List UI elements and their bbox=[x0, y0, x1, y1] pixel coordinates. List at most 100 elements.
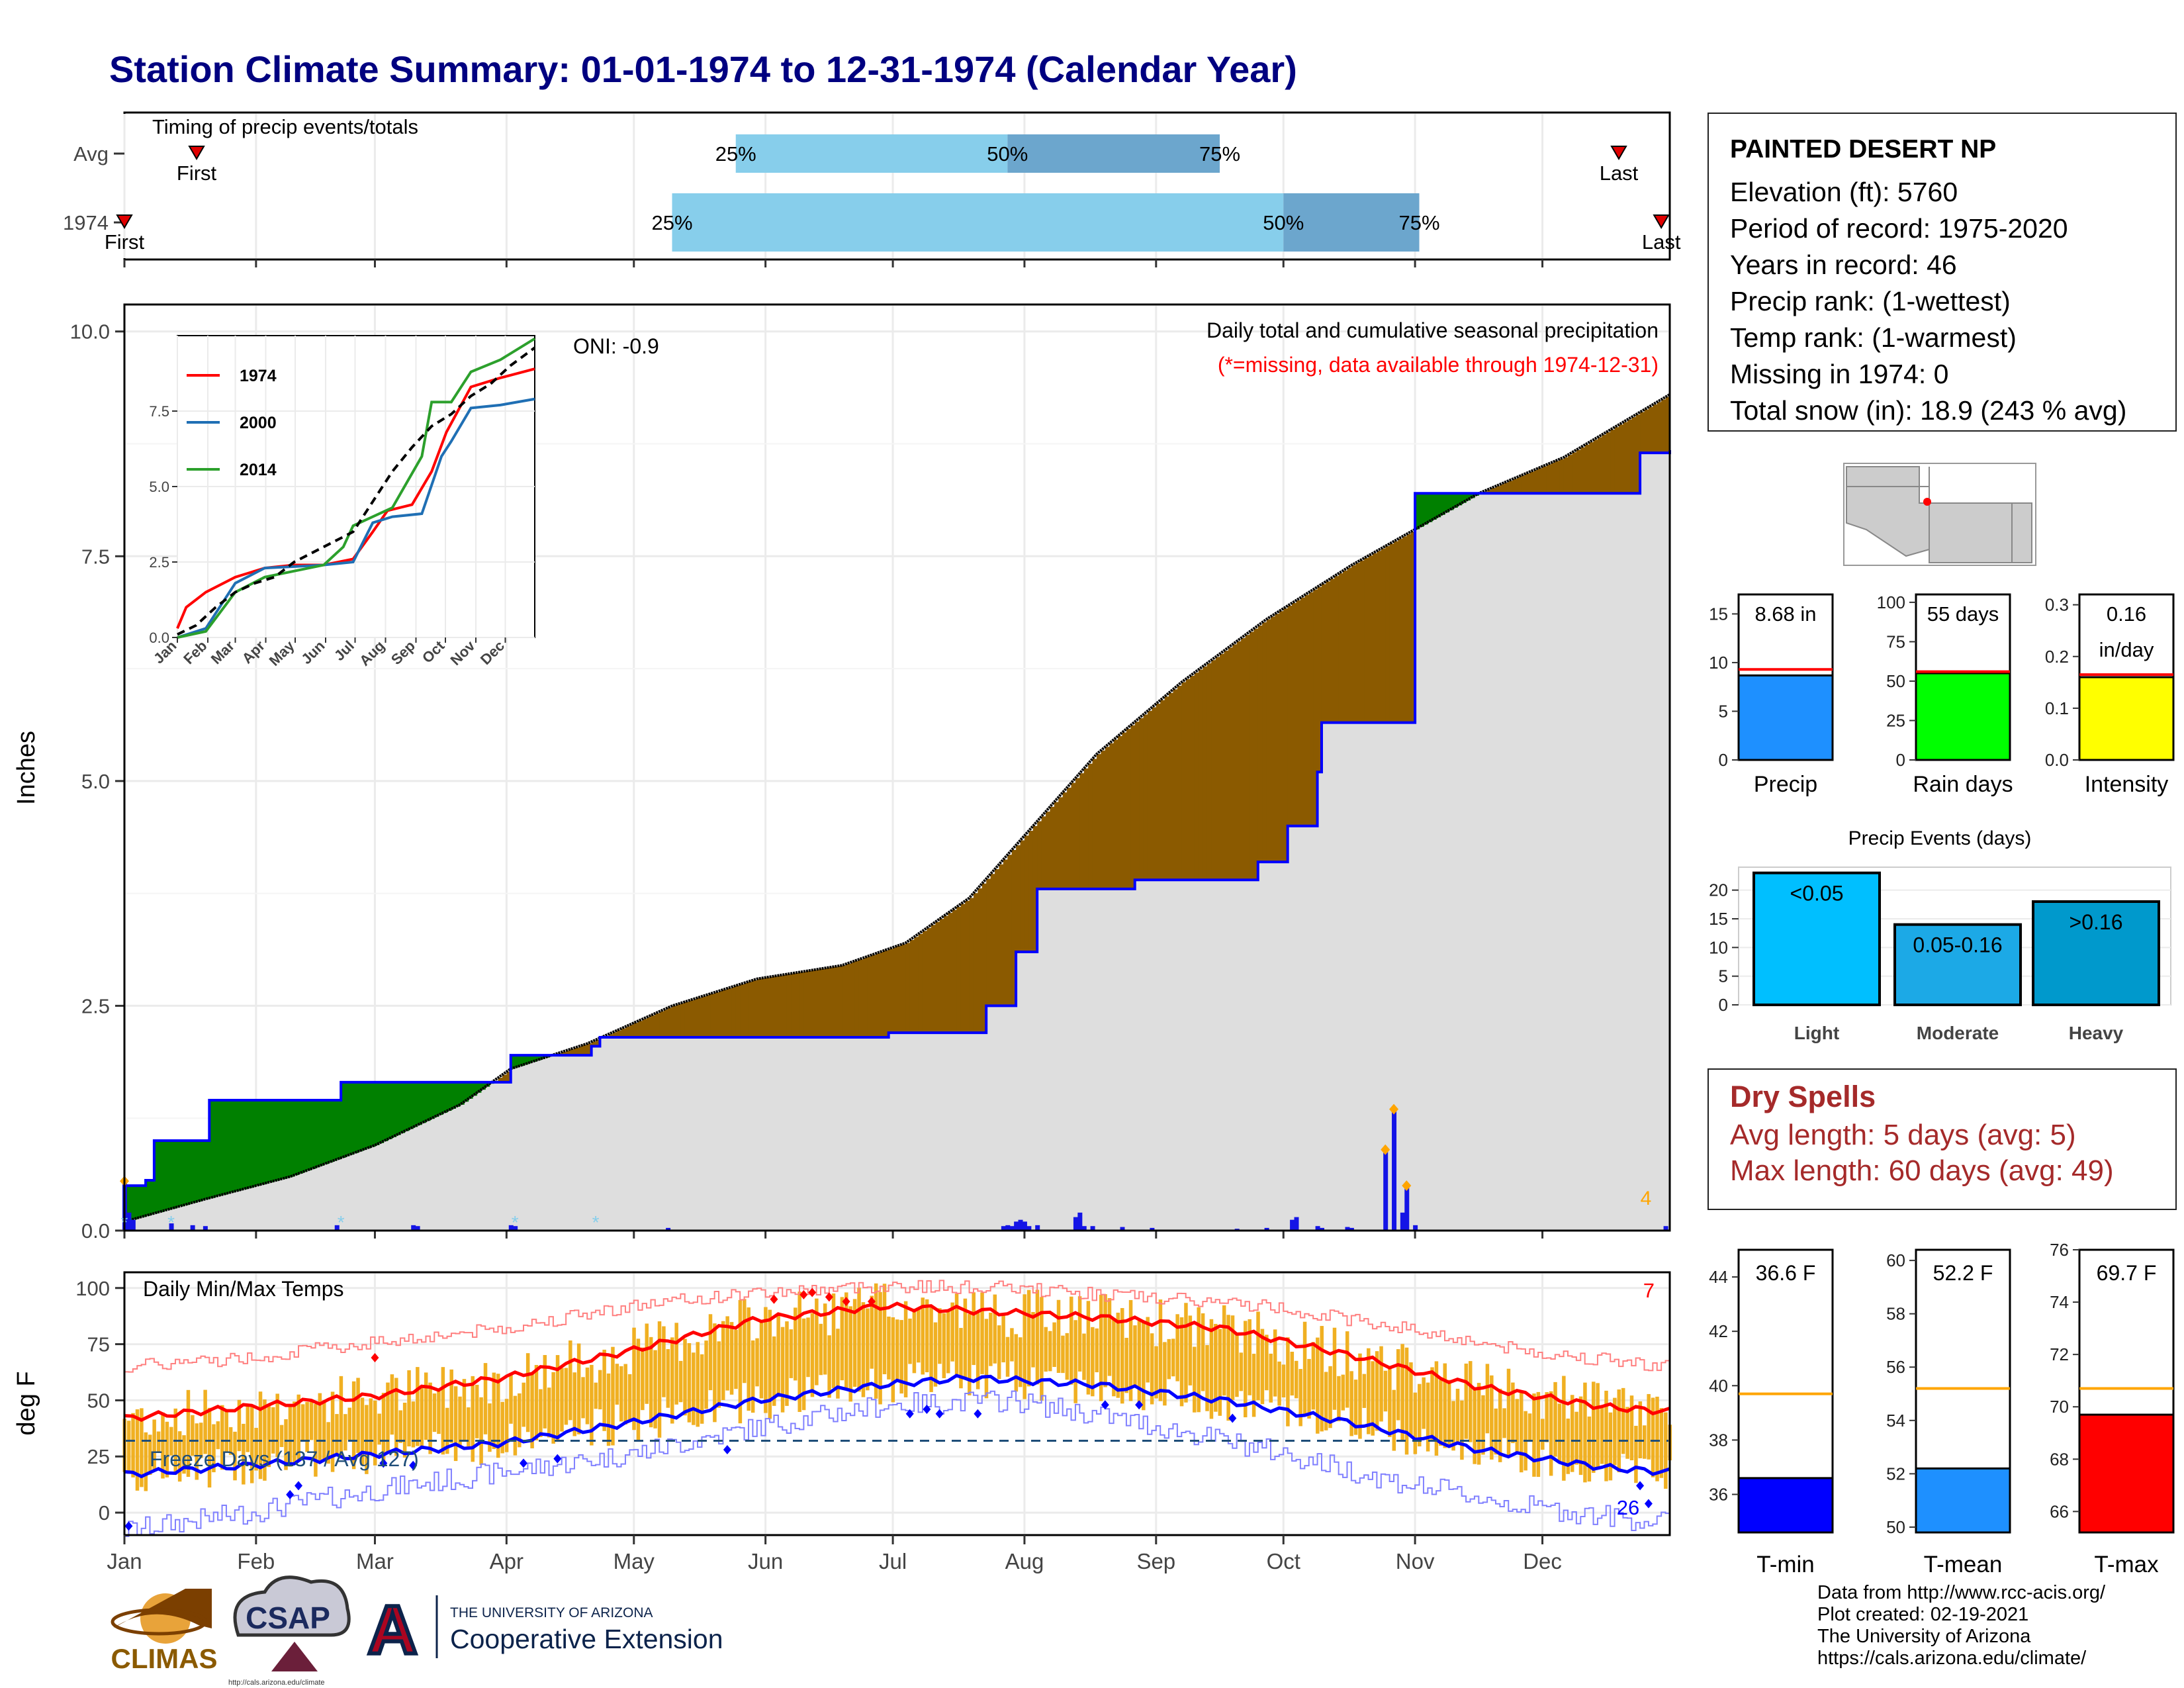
below-average-fill bbox=[1529, 471, 1535, 494]
below-average-fill bbox=[1606, 432, 1611, 494]
below-average-fill bbox=[1487, 489, 1492, 494]
daily-temp-bar bbox=[1026, 1289, 1031, 1387]
daily-temp-bar bbox=[381, 1393, 386, 1463]
below-average-fill bbox=[689, 1000, 694, 1037]
daily-temp-bar bbox=[1014, 1334, 1019, 1392]
below-average-fill bbox=[655, 1013, 660, 1037]
above-average-fill bbox=[345, 1082, 350, 1156]
below-average-fill bbox=[1164, 696, 1169, 880]
month-label: Nov bbox=[1396, 1549, 1435, 1573]
below-average-fill bbox=[918, 933, 923, 1033]
mini-bar-charts: 0 5 10 15 8.68 in Precip 0 25 50 75 100 55 days Rain… bbox=[1709, 592, 2175, 797]
below-average-fill bbox=[1079, 773, 1085, 889]
events-y-tick-label: 20 bbox=[1709, 880, 1728, 900]
daily-temp-bar bbox=[203, 1389, 207, 1454]
below-average-fill bbox=[927, 927, 932, 1033]
daily-precip-bar bbox=[1150, 1227, 1155, 1231]
daily-temp-bar bbox=[267, 1406, 271, 1468]
daily-temp-bar bbox=[1553, 1382, 1557, 1457]
daily-temp-bar bbox=[794, 1307, 797, 1381]
timing-q50-label: 50% bbox=[987, 142, 1028, 165]
daily-temp-bar bbox=[1404, 1347, 1409, 1455]
above-average-fill bbox=[248, 1100, 253, 1188]
below-average-fill bbox=[1279, 611, 1284, 863]
timing-row-label: Avg bbox=[73, 142, 109, 165]
below-average-fill bbox=[1568, 455, 1573, 494]
daily-temp-bar bbox=[564, 1368, 569, 1425]
daily-temp-bar bbox=[1592, 1382, 1596, 1473]
below-average-fill bbox=[867, 956, 872, 1037]
above-average-fill bbox=[273, 1100, 278, 1182]
daily-temp-bar bbox=[1392, 1389, 1396, 1451]
last-event-marker bbox=[1610, 146, 1627, 160]
avg-min-line bbox=[124, 1374, 1670, 1479]
daily-temp-bar bbox=[131, 1413, 135, 1477]
above-average-fill bbox=[519, 1055, 524, 1066]
mini-bar-label: Intensity bbox=[2085, 772, 2169, 797]
event-bar-label: 0.05-0.16 bbox=[1913, 933, 2002, 957]
daily-temp-bar bbox=[917, 1309, 921, 1363]
daily-temp-bar bbox=[844, 1292, 848, 1389]
below-average-fill bbox=[621, 1028, 626, 1037]
daily-temp-bar bbox=[942, 1313, 946, 1378]
below-average-fill bbox=[1326, 581, 1331, 723]
timing-label: Timing of precip events/totals bbox=[152, 115, 418, 138]
above-average-fill bbox=[349, 1082, 355, 1155]
record-low-marker bbox=[923, 1404, 931, 1414]
daily-precip-bar bbox=[1077, 1212, 1083, 1231]
record-low-marker bbox=[286, 1489, 295, 1499]
record-low-marker bbox=[379, 1458, 388, 1468]
above-average-fill bbox=[315, 1100, 320, 1168]
daily-temp-bar bbox=[827, 1335, 831, 1398]
daily-temp-bar bbox=[441, 1367, 445, 1455]
daily-temp-bar bbox=[1625, 1407, 1629, 1459]
above-average-fill bbox=[290, 1100, 295, 1177]
daily-temp-bar bbox=[492, 1372, 496, 1449]
daily-temp-bar bbox=[488, 1403, 492, 1452]
daily-precip-bar bbox=[1315, 1226, 1320, 1231]
daily-temp-bar bbox=[1163, 1342, 1167, 1406]
above-average-fill bbox=[408, 1082, 414, 1129]
inset-y-tick-label: 5.0 bbox=[149, 479, 169, 495]
below-average-fill bbox=[1653, 404, 1658, 453]
mini-bar-label: Precip bbox=[1754, 772, 1817, 797]
below-average-fill bbox=[786, 974, 792, 1037]
daily-precip-bar bbox=[203, 1226, 208, 1231]
daily-precip-bar bbox=[1022, 1221, 1027, 1231]
daily-temp-bar bbox=[534, 1365, 539, 1440]
below-average-fill bbox=[863, 957, 868, 1037]
below-average-fill bbox=[642, 1019, 647, 1037]
below-average-fill bbox=[825, 968, 830, 1037]
above-average-fill bbox=[179, 1141, 185, 1207]
daily-temp-bar bbox=[700, 1354, 704, 1424]
below-average-fill bbox=[1160, 700, 1165, 880]
daily-temp-bar bbox=[296, 1394, 301, 1462]
below-average-fill bbox=[587, 1043, 592, 1056]
below-average-fill bbox=[1402, 536, 1407, 723]
daily-temp-bar bbox=[1150, 1333, 1154, 1405]
station-location-marker bbox=[1923, 498, 1931, 506]
daily-temp-bar bbox=[1422, 1377, 1426, 1429]
inset-series-line bbox=[177, 346, 536, 636]
daily-temp-bar bbox=[394, 1378, 398, 1456]
logos: CLIMAS CSAP http://cals.arizona.edu/clim… bbox=[111, 1575, 723, 1687]
below-average-fill bbox=[1635, 414, 1641, 494]
ua-block bbox=[363, 1594, 422, 1658]
daily-temp-bar bbox=[1557, 1403, 1562, 1464]
daily-temp-bar bbox=[1578, 1396, 1583, 1476]
month-label: Feb bbox=[237, 1549, 275, 1573]
daily-temp-bar bbox=[1001, 1314, 1005, 1363]
above-average-fill bbox=[183, 1141, 189, 1205]
below-average-fill bbox=[1203, 666, 1208, 880]
daily-temp-bar bbox=[590, 1364, 594, 1446]
temp-bar-value-label: 52.2 F bbox=[1933, 1261, 1993, 1285]
daily-temp-bar bbox=[1209, 1319, 1214, 1419]
above-average-fill bbox=[255, 1100, 261, 1186]
above-average-fill bbox=[324, 1100, 329, 1164]
daily-temp-bar bbox=[1193, 1346, 1197, 1413]
y-tick-label: 0.0 bbox=[81, 1219, 110, 1243]
daily-temp-bar bbox=[156, 1431, 161, 1452]
below-average-fill bbox=[702, 996, 707, 1037]
below-average-fill bbox=[612, 1032, 617, 1037]
above-average-fill bbox=[417, 1082, 422, 1125]
